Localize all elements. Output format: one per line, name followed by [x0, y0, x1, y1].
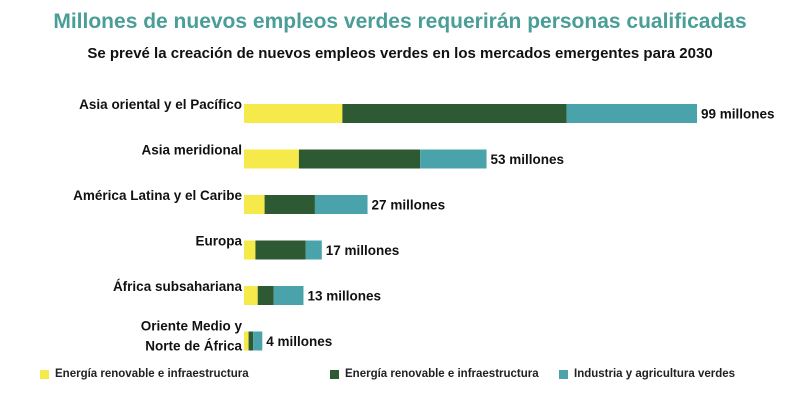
legend-item-dark-green: Energía renovable e infraestructura	[330, 368, 539, 380]
category-label: Europa	[195, 234, 242, 249]
category-label: África subsahariana	[113, 279, 243, 294]
chart-title: Millones de nuevos empleos verdes requer…	[53, 10, 747, 33]
value-label: 27 millones	[372, 198, 446, 213]
legend-swatch-yellow	[40, 369, 49, 379]
bar-segment	[244, 195, 265, 214]
bar-segment	[566, 104, 697, 123]
legend-item-yellow: Energía renovable e infraestructura	[40, 368, 249, 380]
bar-segment	[264, 195, 315, 214]
category-label: Oriente Medio y Norte de África	[141, 319, 243, 354]
legend-item-teal: Industria y agricultura verdes	[559, 368, 735, 380]
bar-segment	[342, 104, 567, 123]
legend-label: Energía renovable e infraestructura	[55, 368, 249, 380]
bar-segment	[248, 331, 254, 351]
category-labels: Asia oriental y el Pacífico Asia meridion…	[73, 97, 242, 354]
legend-swatch-teal	[559, 369, 568, 379]
bar-segment	[257, 286, 274, 305]
value-label: 99 millones	[701, 107, 775, 122]
category-label: América Latina y el Caribe	[73, 188, 242, 203]
legend-label: Energía renovable e infraestructura	[345, 368, 539, 380]
category-label: Asia oriental y el Pacífico	[79, 97, 242, 112]
value-labels: 99 millones 53 millones 27 millones 17 mill…	[266, 107, 774, 350]
bar-segment	[305, 240, 322, 260]
value-label: 4 millones	[266, 334, 332, 349]
legend-label: Industria y agricultura verdes	[574, 368, 736, 380]
chart-subtitle: Se prevé la creación de nuevos empleos v…	[87, 45, 713, 62]
bar-segment	[420, 149, 487, 169]
category-label: Asia meridional	[141, 143, 242, 158]
bar-segment	[244, 331, 249, 351]
bars-group	[244, 104, 697, 351]
bar-segment	[314, 195, 368, 214]
value-label: 17 millones	[326, 243, 400, 258]
bar-segment	[253, 331, 263, 351]
bar-segment	[244, 286, 258, 305]
bar-segment	[244, 240, 256, 260]
value-label: 53 millones	[491, 152, 565, 167]
bar-segment	[244, 104, 343, 123]
bar-segment	[298, 149, 421, 169]
bar-segment	[244, 149, 299, 169]
bar-segment	[273, 286, 304, 305]
legend-swatch-dark-green	[330, 369, 339, 379]
value-label: 13 millones	[307, 289, 381, 304]
bar-segment	[255, 240, 306, 260]
legend: Energía renovable e infraestructura Ener…	[0, 368, 800, 388]
